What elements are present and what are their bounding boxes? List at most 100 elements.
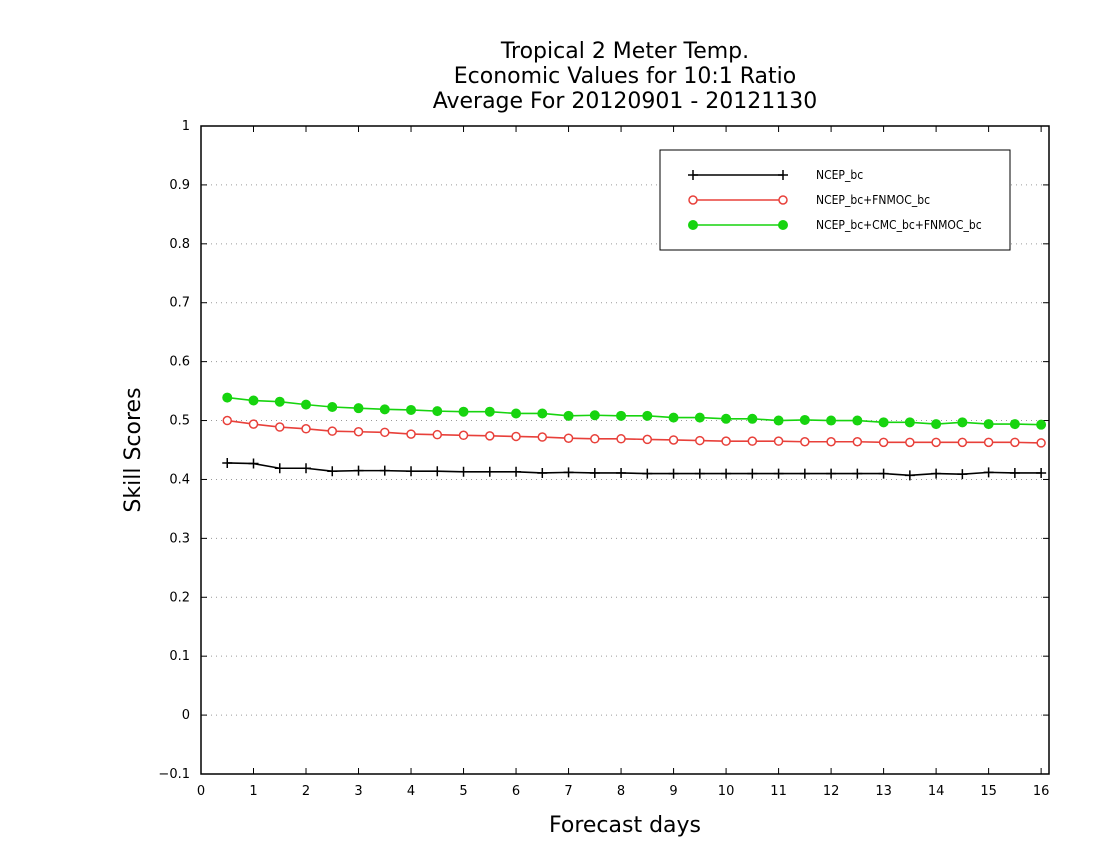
series-line bbox=[227, 419, 1042, 444]
data-point bbox=[904, 417, 915, 428]
legend-item: NCEP_bc+CMC_bc+FNMOC_bc bbox=[688, 218, 982, 232]
data-point bbox=[668, 435, 679, 445]
data-point bbox=[485, 431, 495, 441]
data-point bbox=[668, 412, 679, 423]
data-point bbox=[642, 434, 653, 445]
series-2 bbox=[222, 415, 1046, 448]
data-point bbox=[799, 414, 810, 425]
data-point bbox=[432, 406, 443, 417]
data-point bbox=[773, 468, 784, 479]
data-point bbox=[458, 466, 469, 477]
data-point bbox=[563, 467, 574, 478]
data-point bbox=[589, 410, 600, 421]
legend-label: NCEP_bc+CMC_bc+FNMOC_bc bbox=[816, 218, 982, 232]
y-tick-label: 0.4 bbox=[169, 472, 190, 487]
gridlines bbox=[201, 184, 1049, 716]
legend: NCEP_bc NCEP_bc+FNMOC_bc NCEP_bc+CMC_bc+FN… bbox=[659, 149, 1011, 251]
data-point bbox=[826, 468, 837, 479]
data-point bbox=[275, 422, 285, 432]
chart-title-line-3: Average For 20120901 - 20121130 bbox=[433, 89, 818, 114]
data-point bbox=[458, 430, 469, 441]
data-point bbox=[747, 468, 758, 479]
x-tick-label: 6 bbox=[512, 784, 520, 799]
y-tick-label: 0.2 bbox=[169, 590, 190, 605]
data-point bbox=[852, 468, 863, 479]
data-point bbox=[983, 437, 994, 448]
y-axis-label: Skill Scores bbox=[121, 387, 146, 512]
data-point bbox=[695, 435, 705, 446]
data-point bbox=[1036, 419, 1047, 430]
legend-item: NCEP_bc+FNMOC_bc bbox=[688, 193, 930, 207]
data-point bbox=[878, 417, 889, 428]
x-tick-label: 13 bbox=[875, 784, 892, 799]
data-point bbox=[274, 396, 285, 407]
y-tick-label: 0.6 bbox=[169, 355, 190, 370]
data-point bbox=[563, 410, 574, 421]
chart-title: Tropical 2 Meter Temp.Economic Values fo… bbox=[433, 39, 818, 114]
data-point bbox=[353, 465, 364, 476]
y-tick-label: 0 bbox=[182, 708, 190, 723]
legend-item: NCEP_bc bbox=[688, 168, 863, 182]
series-line bbox=[227, 396, 1042, 426]
data-point bbox=[537, 432, 548, 442]
legend-label: NCEP_bc bbox=[816, 168, 863, 182]
data-point bbox=[511, 408, 522, 419]
x-tick-label: 15 bbox=[980, 784, 997, 799]
data-point bbox=[1009, 467, 1020, 478]
data-point bbox=[537, 408, 548, 419]
data-point bbox=[773, 415, 784, 426]
chart-title-line-1: Tropical 2 Meter Temp. bbox=[500, 39, 749, 64]
y-tick-label: 1 bbox=[182, 119, 190, 134]
x-axis-label: Forecast days bbox=[549, 813, 701, 838]
data-point bbox=[721, 468, 732, 479]
y-tick-label: −0.1 bbox=[158, 767, 190, 782]
data-point bbox=[983, 467, 994, 478]
data-point bbox=[327, 401, 338, 412]
data-point bbox=[537, 467, 548, 478]
data-point bbox=[248, 395, 259, 406]
data-point bbox=[721, 436, 731, 446]
data-point bbox=[904, 470, 915, 481]
x-tick-label: 3 bbox=[354, 784, 362, 799]
data-point bbox=[747, 413, 758, 424]
data-point bbox=[222, 457, 233, 468]
data-point bbox=[905, 437, 915, 448]
data-point bbox=[800, 437, 810, 447]
data-point bbox=[458, 406, 469, 417]
data-point bbox=[852, 415, 863, 426]
data-point bbox=[222, 392, 233, 403]
data-point bbox=[484, 466, 495, 477]
legend-marker bbox=[778, 195, 788, 205]
data-point bbox=[1036, 438, 1046, 448]
x-tick-label: 7 bbox=[564, 784, 572, 799]
legend-marker bbox=[778, 220, 788, 230]
x-tick-label: 16 bbox=[1033, 784, 1050, 799]
data-point bbox=[380, 427, 390, 438]
data-point bbox=[589, 467, 600, 478]
data-point bbox=[432, 429, 443, 440]
data-point bbox=[432, 466, 443, 477]
legend-marker bbox=[688, 170, 698, 180]
data-point bbox=[931, 437, 941, 448]
data-point bbox=[327, 426, 338, 436]
data-point bbox=[484, 406, 495, 417]
data-point bbox=[248, 419, 259, 429]
x-tick-label: 12 bbox=[823, 784, 840, 799]
data-point bbox=[642, 410, 653, 421]
x-tick-label: 9 bbox=[669, 784, 677, 799]
data-point bbox=[379, 465, 390, 476]
x-tick-label: 1 bbox=[249, 784, 257, 799]
data-point bbox=[668, 468, 679, 479]
data-point bbox=[353, 403, 364, 414]
y-tick-label: 0.3 bbox=[169, 531, 190, 546]
data-point bbox=[248, 458, 259, 469]
data-point bbox=[353, 426, 364, 437]
data-point bbox=[379, 404, 390, 415]
data-point bbox=[563, 433, 574, 443]
x-tick-label: 4 bbox=[407, 784, 415, 799]
y-tick-label: 0.8 bbox=[169, 237, 190, 252]
data-point bbox=[616, 434, 626, 444]
series-1 bbox=[222, 457, 1047, 481]
y-tick-label: 0.7 bbox=[169, 296, 190, 311]
